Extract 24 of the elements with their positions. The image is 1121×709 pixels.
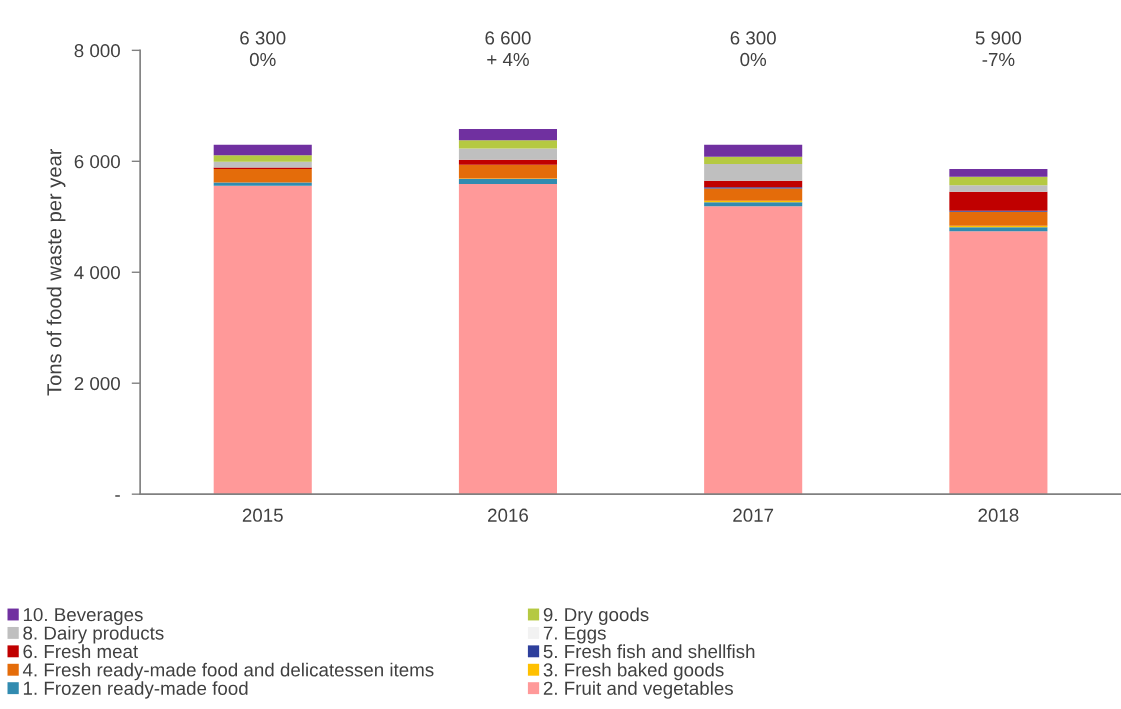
legend-label: 4. Fresh ready-made food and delicatessen items [22,662,434,681]
legend-label: 7. Eggs [543,626,606,644]
legend-label: 3. Fresh baked goods [543,662,724,681]
legend-label: 8. Dairy products [23,625,164,644]
legend-label: 6. Fresh meat [23,644,139,659]
legend-label: 10. Beverages [23,608,143,625]
y-tick-label: 4 000 [74,265,120,280]
legend-label: 2. Fruit and vegetables [543,681,733,699]
annotation: 5 900 -7% [975,31,1022,67]
y-tick-label: 6 000 [74,155,120,169]
x-tick-label: 2017 [733,508,774,522]
legend-label: 1. Frozen ready-made food [23,681,248,699]
annotation: 6 300 0% [240,31,286,67]
legend-label: 5. Fresh fish and shellfish [543,644,755,659]
legend-label: 9. Dry goods [543,607,649,625]
y-tick-label: 8 000 [74,44,120,58]
x-tick-label: 2015 [242,508,283,522]
x-tick-label: 2016 [488,508,528,522]
y-tick-label: - [115,495,120,497]
y-axis-title: Tons of food waste per year [46,148,66,396]
annotation: 6 600 + 4% [485,31,531,67]
x-tick-label: 2018 [978,508,1019,522]
annotation: 6 300 0% [730,31,776,67]
y-tick-label: 2 000 [74,376,120,391]
